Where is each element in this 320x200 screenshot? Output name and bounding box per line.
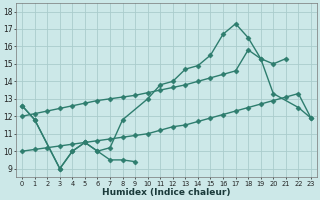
X-axis label: Humidex (Indice chaleur): Humidex (Indice chaleur) (102, 188, 231, 197)
